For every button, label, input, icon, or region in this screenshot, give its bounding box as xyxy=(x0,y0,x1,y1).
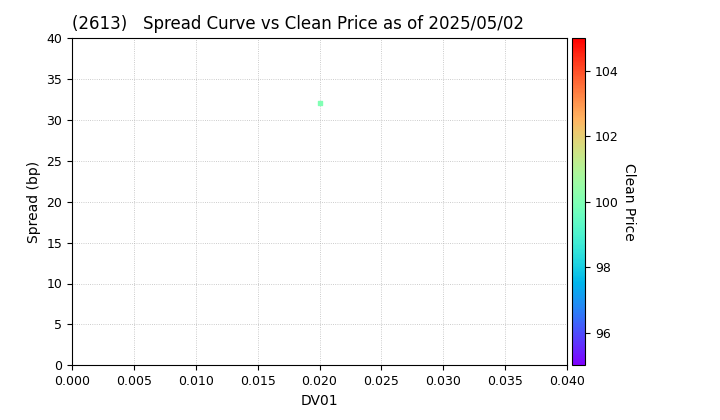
Y-axis label: Spread (bp): Spread (bp) xyxy=(27,160,41,243)
Text: (2613)   Spread Curve vs Clean Price as of 2025/05/02: (2613) Spread Curve vs Clean Price as of… xyxy=(72,16,524,34)
X-axis label: DV01: DV01 xyxy=(301,394,338,408)
Point xyxy=(314,100,325,107)
Y-axis label: Clean Price: Clean Price xyxy=(621,163,636,241)
